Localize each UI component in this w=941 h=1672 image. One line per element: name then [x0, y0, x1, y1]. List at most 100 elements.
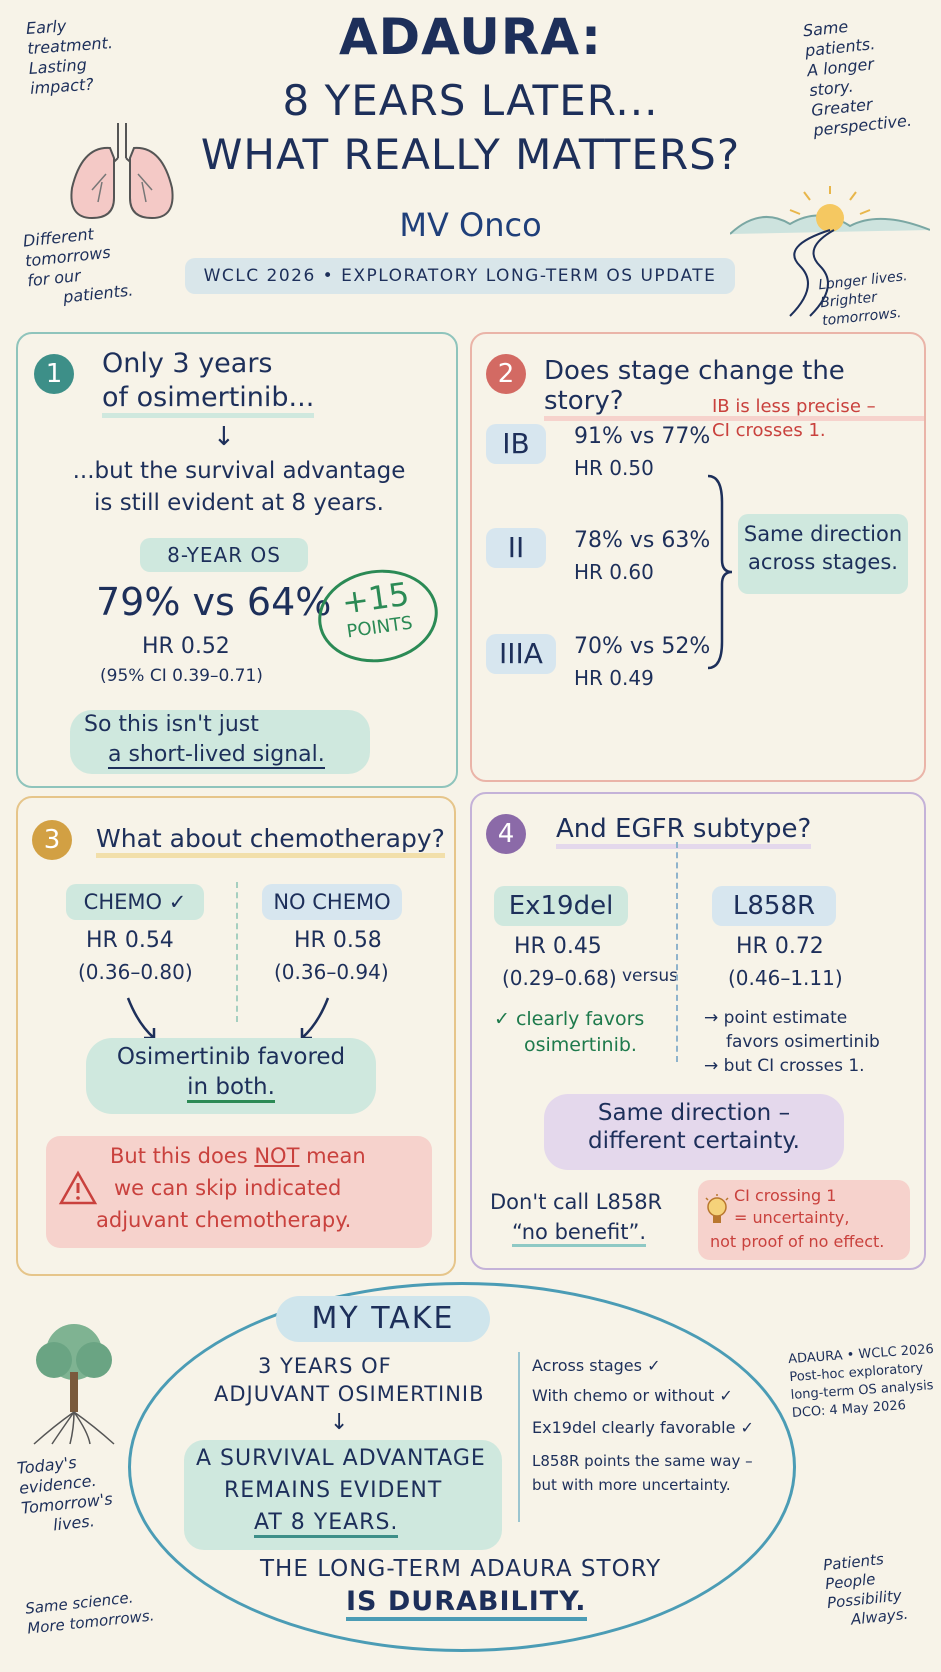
take-conclusion: [184, 1440, 502, 1550]
stage-ii-chip: II: [486, 528, 546, 568]
check-ex19del: Ex19del clearly favorable ✓: [532, 1418, 754, 1437]
ib-note-line1: IB is less precise –: [712, 396, 876, 417]
ex19del-label: Ex19del: [494, 886, 628, 926]
panel1-sub-line1: ...but the survival advantage: [72, 458, 406, 484]
brace-icon: [707, 474, 733, 670]
take-line3: A SURVIVAL ADVANTAGE: [196, 1446, 486, 1471]
stage-iiia-hr: HR 0.49: [574, 666, 654, 690]
take-line2: ADJUVANT OSIMERTINIB: [214, 1382, 485, 1406]
panel-number-1: 1: [34, 354, 74, 394]
ci-tip-line2: = uncertainty,: [734, 1208, 850, 1227]
panel-stage: 2 Does stage change the story? IB 91% vs…: [470, 332, 926, 782]
page-title-line2: 8 YEARS LATER...: [282, 76, 659, 125]
brand-name: MV Onco: [399, 206, 542, 244]
stage-ib-hr: HR 0.50: [574, 456, 654, 480]
l858r-note-line3: → but CI crosses 1.: [704, 1056, 865, 1076]
panel-number-2: 2: [486, 354, 526, 394]
take-divider: [518, 1352, 520, 1522]
take-line1: 3 YEARS OF: [258, 1354, 392, 1378]
ex19del-hr: HR 0.45: [514, 934, 602, 959]
os-value: 79% vs 64%: [96, 580, 332, 624]
l858r-ci: (0.46–1.11): [728, 966, 843, 990]
take-footer-line2: IS DURABILITY.: [346, 1586, 587, 1621]
os-hr: HR 0.52: [142, 634, 230, 659]
os-ci: (95% CI 0.39–0.71): [100, 666, 263, 686]
chemo-divider: [236, 882, 238, 1022]
no-chemo-label: NO CHEMO: [262, 884, 402, 920]
os-label-chip: 8-YEAR OS: [140, 538, 308, 572]
panel4-heading: And EGFR subtype?: [556, 814, 812, 849]
check-across-stages: Across stages ✓: [532, 1356, 661, 1375]
subtype-divider: [676, 842, 678, 1062]
l858r-take-line1: L858R points the same way –: [532, 1452, 753, 1470]
chemo-hr: HR 0.54: [86, 928, 174, 953]
no-chemo-ci: (0.36–0.94): [274, 960, 389, 984]
my-take-title: MY TAKE: [276, 1296, 490, 1342]
panel-duration: 1 Only 3 years of osimertinib... ↓ ...bu…: [16, 332, 458, 788]
panel1-heading-line2: of osimertinib...: [102, 382, 315, 418]
l858r-hr: HR 0.72: [736, 934, 824, 959]
stage-ii-os: 78% vs 63%: [574, 528, 711, 553]
converge-arrows-icon: [126, 997, 330, 1040]
panel1-conclusion-line2: a short-lived signal.: [108, 742, 325, 769]
take-line5: AT 8 YEARS.: [254, 1510, 399, 1538]
panel2-heading: Does stage change the story?: [544, 356, 924, 421]
warning-line2: we can skip indicated: [114, 1176, 342, 1200]
lightbulb-icon: [705, 1194, 729, 1223]
note-same-science: Same science. More tomorrows.: [24, 1588, 156, 1638]
no-chemo-hr: HR 0.58: [294, 928, 382, 953]
panel-chemotherapy: 3 What about chemotherapy? CHEMO ✓ HR 0.…: [16, 796, 456, 1276]
ex19del-note-line2: osimertinib.: [524, 1034, 637, 1056]
chemo-ci: (0.36–0.80): [78, 960, 193, 984]
ib-note-line2: CI crosses 1.: [712, 420, 826, 441]
subtype-summary: Same direction – different certainty.: [544, 1094, 844, 1170]
down-arrow-icon: ↓: [213, 422, 235, 452]
chemo-warning: [46, 1136, 432, 1248]
ex19del-note-line1: ✓ clearly favors: [494, 1008, 645, 1030]
take-line4: REMAINS EVIDENT: [224, 1478, 443, 1503]
stage-summary: Same direction across stages.: [738, 514, 908, 594]
warning-line3: adjuvant chemotherapy.: [96, 1208, 352, 1232]
stage-iiia-os: 70% vs 52%: [574, 634, 711, 659]
stage-iiia-chip: IIIA: [486, 634, 556, 674]
panel-number-3: 3: [32, 820, 72, 860]
panel1-sub-line2: is still evident at 8 years.: [94, 490, 384, 516]
chemo-conclusion: Osimertinib favored in both.: [86, 1038, 376, 1114]
stage-ib-os: 91% vs 77%: [574, 424, 711, 449]
versus-label: versus: [622, 966, 678, 986]
warning-line1: But this does NOT mean: [110, 1144, 366, 1168]
panel1-conclusion: [70, 710, 370, 774]
panel1-conclusion-line1: So this isn't just: [84, 712, 259, 737]
chemo-label: CHEMO ✓: [66, 884, 204, 920]
ci-tip-line3: not proof of no effect.: [710, 1232, 885, 1251]
page-title-line3: WHAT REALLY MATTERS?: [200, 130, 741, 179]
plus-15-stamp: +15 POINTS: [312, 562, 444, 670]
take-footer-line1: THE LONG-TERM ADAURA STORY: [260, 1556, 662, 1582]
l858r-note-line1: → point estimate: [704, 1008, 848, 1028]
my-take-oval: [128, 1282, 796, 1652]
panel3-heading: What about chemotherapy?: [96, 824, 445, 858]
panel-egfr-subtype: 4 And EGFR subtype? Ex19del HR 0.45 (0.2…: [470, 792, 926, 1270]
tree-icon: [33, 1324, 115, 1445]
page-title: ADAURA:: [338, 8, 603, 66]
note-todays-evidence: Today's evidence. Tomorrow's lives.: [16, 1452, 114, 1535]
note-patients-people: Patients People Possibility Always.: [822, 1550, 910, 1629]
ci-tip-box: [698, 1180, 910, 1260]
warning-icon: [58, 1170, 98, 1205]
panel-number-4: 4: [486, 814, 526, 854]
ci-tip-line1: CI crossing 1: [734, 1186, 837, 1205]
take-arrow-icon: ↓: [330, 1410, 349, 1435]
sunrise-road-icon: [730, 186, 930, 317]
lungs-icon: [70, 123, 174, 220]
ex19del-ci: (0.29–0.68): [502, 966, 617, 990]
stage-ii-hr: HR 0.60: [574, 560, 654, 584]
l858r-label: L858R: [712, 886, 836, 926]
l858r-take-line2: but with more uncertainty.: [532, 1476, 731, 1494]
stage-ib-chip: IB: [486, 424, 546, 464]
panel1-heading-line1: Only 3 years: [102, 348, 273, 379]
header-banner: WCLC 2026 • EXPLORATORY LONG-TERM OS UPD…: [185, 258, 735, 294]
dont-call-line1: Don't call L858R: [490, 1190, 663, 1214]
check-chemo: With chemo or without ✓: [532, 1386, 733, 1405]
note-study-info: ADAURA • WCLC 2026 Post-hoc exploratory …: [787, 1341, 935, 1422]
l858r-note-line2: favors osimertinib: [726, 1032, 880, 1052]
